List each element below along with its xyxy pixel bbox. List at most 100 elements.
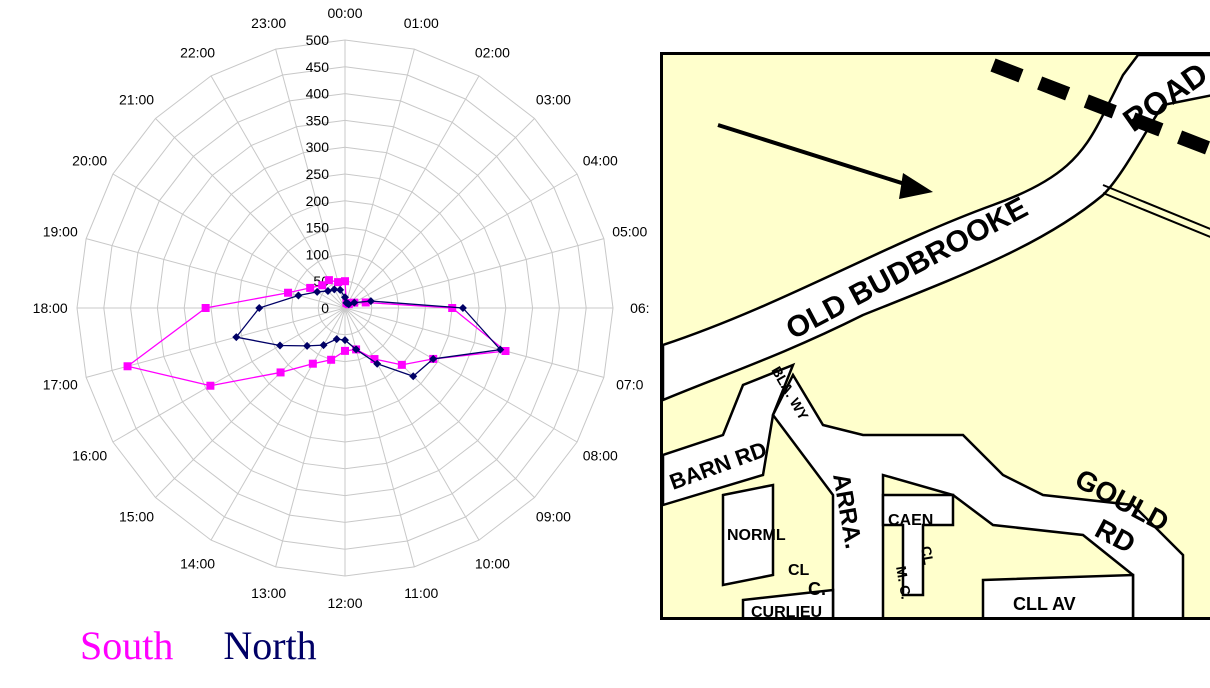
hour-label: 23:00 [251,15,286,31]
lower-left-street [721,483,775,587]
grid-spoke [344,307,535,498]
data-point [276,341,285,350]
map-label-caen: CAEN [888,512,933,529]
data-point [332,335,341,344]
radial-tick-label: 250 [306,166,330,182]
hour-label: 13:00 [251,585,286,601]
data-point [303,341,312,350]
radial-tick-label: 400 [306,86,330,102]
hour-label: 07:0 [616,376,643,392]
data-point [397,360,406,369]
data-point [306,283,315,292]
data-point [323,286,332,295]
data-point [319,341,328,350]
hour-label: 02:00 [475,45,510,61]
data-point [284,288,293,297]
hour-label: 01:00 [404,15,439,31]
grid-spoke [344,173,578,309]
hour-label: 16:00 [72,447,107,463]
data-point [276,368,285,377]
grid-spoke [344,75,480,309]
grid-spoke [86,238,346,309]
grid-spoke [344,307,480,541]
hour-label: 19:00 [43,224,78,240]
radial-tick-label: 0 [321,300,329,316]
data-point [429,354,438,363]
hour-label: 17:00 [43,376,78,392]
map-label-curlieu: CURLIEU [751,604,822,620]
series-north [232,285,505,381]
street-map: ROAD OLD BUDBROOKE BARN RD BLA. WY ARRA.… [660,52,1210,620]
grid-spoke [210,75,346,309]
grid-spoke [344,49,415,309]
hour-label: 20:00 [72,153,107,169]
data-point [330,285,339,294]
grid-spoke [155,307,346,498]
data-point [341,336,349,345]
data-point [352,345,361,354]
radial-tick-label: 450 [306,59,330,75]
map-label-cl-2: CL [918,545,937,567]
radial-tick-label: 300 [306,139,330,155]
railway-line [990,58,1210,157]
bottom-street [741,588,835,617]
hour-label: 15:00 [119,508,154,524]
legend-north: North [223,623,317,668]
data-point [409,372,418,381]
grid-spoke [344,307,578,443]
data-point [361,298,370,307]
grid-spoke [344,118,535,309]
data-point [318,281,327,290]
data-point [294,291,303,300]
map-label-m-c: M. C. [893,565,915,601]
data-point [206,381,215,390]
data-point [255,304,264,312]
grid-spoke [275,49,346,309]
data-point [123,362,132,371]
map-label-c: C. [808,579,826,599]
map-drawing: ROAD OLD BUDBROOKE BARN RD BLA. WY ARRA.… [663,55,1210,620]
hour-label: 04:00 [583,153,618,169]
grid-spoke [344,307,604,378]
cll-av-street [981,573,1135,617]
hour-label: 11:00 [404,585,438,601]
radial-tick-label: 200 [306,193,330,209]
hour-label: 00:00 [327,5,362,21]
map-label-old-budbrooke: OLD BUDBROOKE [781,191,1033,346]
hour-label: 03:00 [536,92,571,108]
series-layer [123,276,510,390]
radar-grid [76,39,614,577]
hour-label: 12:00 [327,595,362,611]
hour-label: 08:00 [583,447,618,463]
data-point [448,304,457,312]
hour-label: 10:00 [475,555,510,571]
radial-tick-label: 100 [306,246,330,262]
grid-spoke [155,118,346,309]
hour-label: 22:00 [180,45,215,61]
data-point [232,333,241,342]
data-point [373,359,382,368]
data-point [458,304,467,312]
data-point [334,278,343,287]
map-label-cl: CL [788,562,810,579]
arrow-line [717,123,909,187]
data-point [341,293,349,302]
map-label-cll-av: CLL AV [1013,594,1076,614]
map-label-norml: NORML [727,527,786,544]
arrow-head [899,173,933,199]
legend: South North [80,622,357,669]
grid-spoke [275,307,346,567]
radial-tick-label: 150 [306,220,330,236]
barn-road [663,362,796,507]
data-point [341,346,349,355]
data-point [336,285,345,294]
hour-label: 21:00 [119,92,154,108]
radial-tick-label: 500 [306,32,330,48]
hour-label: 09:00 [536,508,571,524]
data-point [341,277,349,286]
data-point [313,287,322,296]
hour-label: 06: [630,300,649,316]
grid-spoke [344,238,604,309]
